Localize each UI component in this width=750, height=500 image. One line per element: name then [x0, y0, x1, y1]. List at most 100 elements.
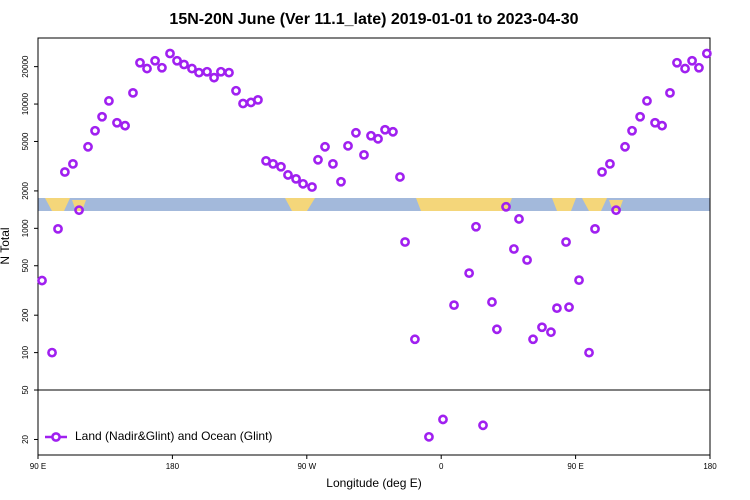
- point: [268, 158, 278, 169]
- point: [351, 127, 361, 138]
- point: [37, 275, 47, 286]
- point: [283, 170, 293, 180]
- point: [694, 62, 704, 73]
- y-tick-label: 20000: [21, 55, 30, 78]
- y-tick-label: 20: [21, 434, 30, 443]
- point: [478, 420, 488, 431]
- point: [53, 223, 63, 234]
- point: [438, 414, 448, 425]
- y-tick-label: 200: [21, 308, 30, 322]
- point: [680, 63, 690, 74]
- point: [83, 141, 93, 152]
- point: [120, 120, 130, 131]
- x-tick-label: 0: [439, 462, 444, 471]
- y-tick-label: 100: [21, 345, 30, 359]
- point: [514, 214, 524, 224]
- point: [509, 244, 519, 254]
- point: [564, 302, 574, 313]
- point: [307, 182, 317, 192]
- point: [187, 63, 197, 74]
- point: [635, 111, 646, 122]
- point: [528, 334, 538, 345]
- point: [216, 66, 226, 77]
- point: [328, 158, 338, 169]
- y-tick-label: 5000: [21, 132, 30, 150]
- point: [597, 167, 607, 177]
- point: [157, 62, 167, 73]
- point: [657, 120, 667, 131]
- y-tick-label: 2000: [21, 181, 30, 199]
- point: [471, 221, 481, 232]
- x-axis-label: Longitude (deg E): [326, 476, 421, 490]
- point: [291, 173, 301, 184]
- point: [672, 57, 682, 68]
- legend-label: Land (Nadir&Glint) and Ocean (Glint): [75, 429, 272, 443]
- point: [224, 67, 234, 78]
- x-tick-label: 90 W: [297, 462, 316, 471]
- point: [449, 300, 459, 311]
- x-tick-label: 90 E: [567, 462, 583, 471]
- point: [424, 431, 434, 442]
- x-tick-label: 180: [166, 462, 180, 471]
- point: [380, 124, 390, 135]
- point: [388, 126, 398, 137]
- point: [590, 223, 600, 234]
- point: [150, 55, 160, 66]
- y-tick-label: 500: [21, 259, 30, 273]
- point: [104, 96, 114, 106]
- y-axis-label: N Total: [0, 227, 12, 264]
- point: [627, 125, 637, 136]
- y-tick-label: 1000: [21, 219, 30, 237]
- point: [74, 205, 84, 216]
- point: [172, 55, 182, 66]
- point: [373, 133, 383, 144]
- x-tick-label: 180: [703, 462, 717, 471]
- point: [410, 334, 420, 345]
- point: [276, 161, 286, 172]
- point: [611, 205, 621, 216]
- point: [142, 63, 152, 74]
- point: [343, 140, 353, 151]
- point: [701, 48, 712, 59]
- map-strip: [38, 198, 710, 211]
- point: [165, 48, 175, 59]
- point: [231, 85, 241, 96]
- point: [68, 158, 78, 169]
- point: [501, 201, 511, 212]
- point: [464, 268, 475, 279]
- point: [574, 275, 584, 286]
- point: [97, 111, 107, 122]
- point: [359, 149, 369, 160]
- point: [546, 327, 556, 338]
- point: [194, 67, 204, 78]
- legend-marker: [51, 432, 61, 442]
- point: [59, 167, 70, 177]
- point: [687, 55, 697, 66]
- point: [313, 154, 323, 165]
- point: [90, 125, 100, 136]
- point: [202, 66, 212, 77]
- point: [209, 72, 219, 83]
- point: [487, 297, 497, 307]
- point: [395, 172, 405, 182]
- plot-frame: [37, 37, 711, 456]
- point: [552, 303, 562, 314]
- point: [561, 237, 571, 247]
- point: [642, 96, 652, 106]
- point: [179, 59, 189, 70]
- point: [584, 347, 594, 358]
- x-tick-label: 90 E: [30, 462, 46, 471]
- y-tick-label: 50: [21, 385, 30, 394]
- point: [112, 117, 122, 128]
- point: [492, 324, 502, 335]
- point: [400, 237, 410, 247]
- point: [128, 87, 138, 98]
- y-tick-label: 10000: [21, 92, 30, 115]
- point: [665, 87, 675, 98]
- point: [320, 141, 330, 152]
- point: [135, 57, 145, 68]
- point: [537, 322, 547, 333]
- point: [620, 141, 630, 152]
- point: [47, 347, 57, 358]
